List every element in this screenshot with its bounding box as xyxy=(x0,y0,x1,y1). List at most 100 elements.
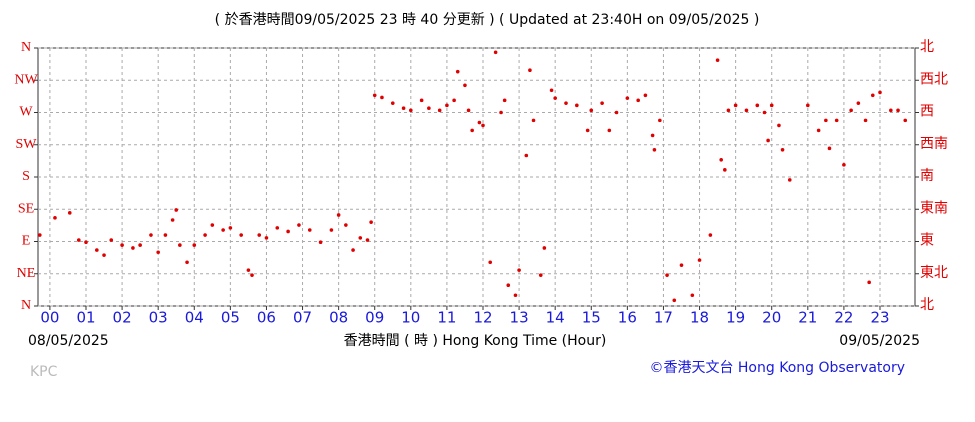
data-point xyxy=(477,120,482,125)
x-tick-label: 21 xyxy=(798,309,817,327)
data-point xyxy=(336,213,341,217)
data-point xyxy=(652,147,657,152)
end-date: 09/05/2025 xyxy=(839,333,920,349)
data-point xyxy=(445,103,449,108)
data-point xyxy=(138,243,142,247)
data-point xyxy=(636,98,640,103)
data-point xyxy=(488,260,493,265)
x-tick-label: 07 xyxy=(293,309,312,327)
data-point xyxy=(524,153,529,158)
data-point xyxy=(834,118,839,123)
data-point xyxy=(665,273,669,277)
x-tick-label: 14 xyxy=(546,309,565,327)
data-point xyxy=(452,98,456,103)
x-tick-label: 01 xyxy=(76,309,95,327)
data-point xyxy=(297,223,301,227)
data-point xyxy=(762,110,767,115)
data-point xyxy=(827,146,832,151)
data-point xyxy=(95,248,99,252)
data-point xyxy=(120,243,124,247)
data-point xyxy=(358,236,363,240)
data-point xyxy=(466,108,471,113)
data-point xyxy=(672,298,677,303)
x-tick-label: 04 xyxy=(185,309,204,327)
data-point xyxy=(733,103,738,108)
data-point xyxy=(493,50,498,55)
y2-tick-label: 西 xyxy=(920,105,934,120)
y-tick-label: N xyxy=(21,40,31,55)
data-point xyxy=(600,101,604,105)
data-point xyxy=(708,233,713,237)
data-point xyxy=(903,118,908,123)
data-point xyxy=(502,98,507,103)
y-tick-label: NE xyxy=(17,266,36,281)
data-point xyxy=(697,258,702,262)
data-point xyxy=(419,98,424,103)
y-tick-label: E xyxy=(22,234,31,249)
data-point xyxy=(437,108,442,113)
data-point xyxy=(575,103,579,108)
data-point xyxy=(769,103,774,108)
y2-tick-label: 西北 xyxy=(920,71,948,87)
y2-tick-label: 東南 xyxy=(920,200,948,216)
data-point xyxy=(239,233,243,237)
data-point xyxy=(870,93,875,98)
data-point xyxy=(842,163,846,167)
data-point xyxy=(203,233,207,237)
data-point xyxy=(455,69,460,74)
data-point xyxy=(463,83,467,88)
data-point xyxy=(372,93,377,98)
data-point xyxy=(658,118,662,123)
data-point xyxy=(102,253,106,257)
start-date: 08/05/2025 xyxy=(28,333,109,349)
x-tick-label: 10 xyxy=(401,309,420,327)
data-point xyxy=(517,268,521,272)
data-point xyxy=(163,233,168,237)
x-tick-label: 17 xyxy=(654,309,673,327)
data-point xyxy=(109,238,114,242)
data-point xyxy=(528,68,532,73)
data-point xyxy=(131,246,135,250)
y-tick-label: NW xyxy=(14,72,38,87)
data-point xyxy=(185,260,189,265)
y-tick-label: S xyxy=(22,169,30,184)
y-tick-label: SE xyxy=(18,201,34,216)
data-point xyxy=(401,106,406,110)
data-point xyxy=(531,118,536,123)
data-point xyxy=(481,123,485,128)
data-point xyxy=(329,228,334,232)
data-point xyxy=(228,226,233,230)
data-point xyxy=(896,108,900,113)
x-tick-label: 22 xyxy=(834,309,853,327)
data-point xyxy=(286,229,290,234)
data-point xyxy=(867,280,871,285)
station-code: KPC xyxy=(30,364,58,380)
data-point xyxy=(178,243,182,247)
y-tick-label: SW xyxy=(16,137,38,152)
y-tick-label: N xyxy=(21,298,31,313)
data-point xyxy=(538,273,543,277)
data-point xyxy=(390,101,395,105)
data-point xyxy=(170,218,175,222)
data-point xyxy=(585,128,590,133)
data-point xyxy=(307,228,312,232)
data-point xyxy=(380,95,384,100)
x-axis-label: 香港時間 ( 時 ) Hong Kong Time (Hour) xyxy=(344,333,607,349)
data-point xyxy=(549,88,554,93)
data-point xyxy=(589,108,594,113)
y2-tick-label: 東北 xyxy=(920,265,948,281)
x-tick-label: 00 xyxy=(40,309,59,327)
data-point xyxy=(318,240,323,245)
data-point xyxy=(777,123,781,128)
data-point xyxy=(755,103,760,108)
credit: ©香港天文台 Hong Kong Observatory xyxy=(649,360,905,376)
data-point xyxy=(625,96,630,100)
data-point xyxy=(690,293,695,298)
data-point xyxy=(564,101,568,105)
data-point xyxy=(679,263,684,267)
data-point xyxy=(856,101,861,105)
data-point xyxy=(607,128,612,133)
y2-tick-label: 北 xyxy=(920,297,934,313)
